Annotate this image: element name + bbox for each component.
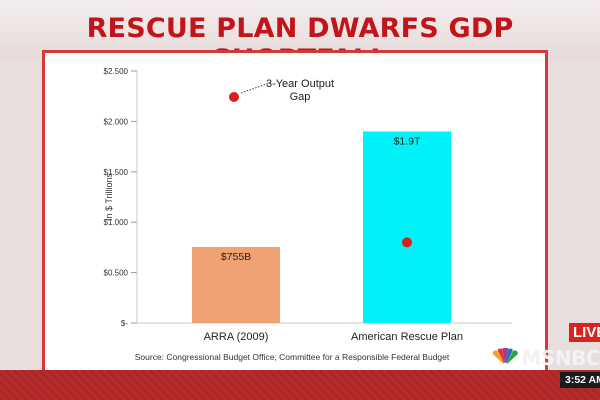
x-tick-label: ARRA (2009) bbox=[204, 331, 269, 343]
output-gap-marker bbox=[402, 237, 412, 248]
x-tick-label: American Rescue Plan bbox=[351, 331, 463, 343]
y-tick-label: $1.000 bbox=[104, 218, 129, 227]
clock: 3:52 AM bbox=[560, 372, 600, 388]
peacock-icon bbox=[492, 348, 518, 367]
source-note: Source: Congressional Budget Office; Com… bbox=[134, 352, 450, 362]
chart-panel bbox=[42, 50, 548, 375]
bar-arra bbox=[192, 246, 280, 323]
bar-chart: $- $0.500 $1.000 $1.500 $2.000 $2.500 In $ Tri… bbox=[104, 67, 512, 343]
network-logo: MSNBC bbox=[489, 346, 600, 370]
network-name: MSNBC bbox=[521, 346, 600, 370]
bar-data-label: $755B bbox=[221, 251, 251, 263]
legend-leader-line bbox=[240, 81, 273, 94]
bar-american-rescue-plan bbox=[363, 131, 451, 323]
bar-data-label: $1.9T bbox=[394, 135, 421, 147]
legend-marker bbox=[229, 92, 239, 102]
live-badge: LIVE bbox=[569, 323, 600, 342]
legend-label: 3-Year Output Gap bbox=[266, 78, 334, 103]
y-tick-label: $2.000 bbox=[104, 117, 129, 126]
y-axis-label: In $ Trillions bbox=[104, 172, 114, 221]
bottom-red-bar bbox=[0, 370, 600, 400]
y-tick-label: $- bbox=[121, 319, 128, 328]
y-tick-label: $0.500 bbox=[104, 269, 129, 278]
y-tick-label: $1.500 bbox=[104, 168, 129, 177]
y-tick-label: $2.500 bbox=[104, 67, 129, 76]
